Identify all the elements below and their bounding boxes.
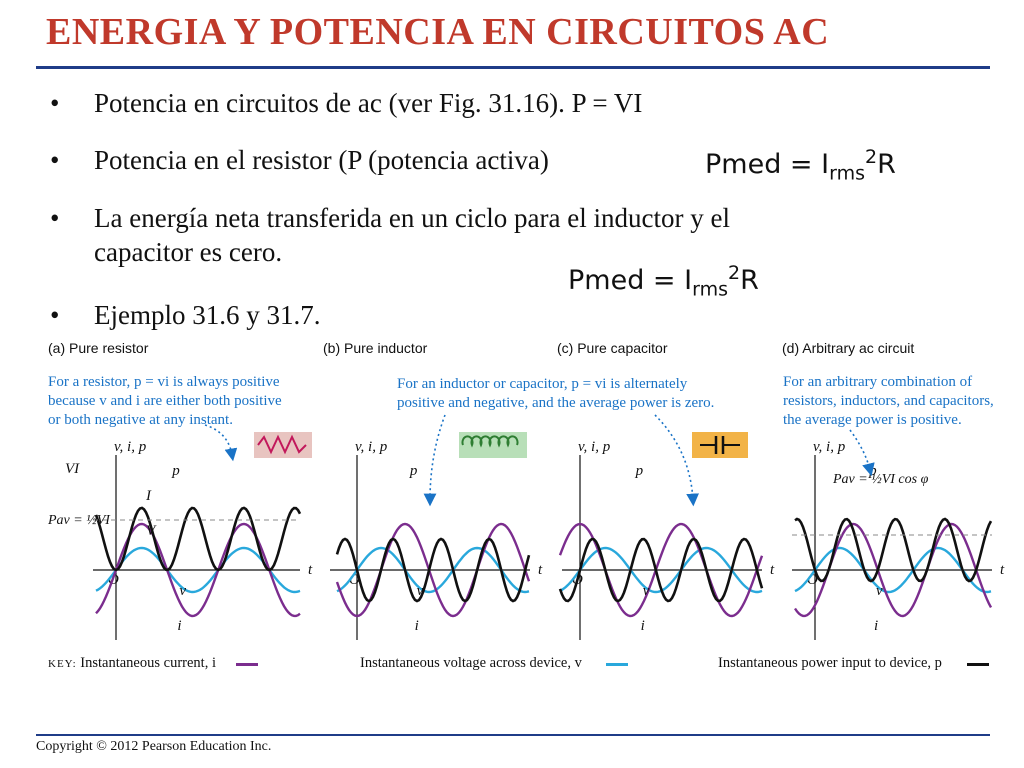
panel-a-v-label: v xyxy=(179,583,186,599)
note-line: For an arbitrary combination of xyxy=(783,374,973,390)
panel-c-i-label: i xyxy=(641,618,645,634)
panel-a-pav-label: Pav = ½VI xyxy=(47,513,111,528)
panel-d-axis-label: v, i, p xyxy=(813,439,846,455)
panel-d-i-label: i xyxy=(874,618,878,634)
panel-d-power-curve xyxy=(794,517,993,583)
arrow-c xyxy=(654,414,700,507)
panel-d-t-label: t xyxy=(1000,562,1005,578)
formula-sup: 2 xyxy=(864,146,878,168)
panel-c-v-label: v xyxy=(643,583,650,599)
formula-lhs: Pmed = I xyxy=(568,265,693,296)
formula-pmed-1: Pmed = Irms2R xyxy=(705,146,896,184)
arrow-d xyxy=(849,429,875,477)
panel-b-power-curve xyxy=(335,537,531,603)
key-keyword: KEY: xyxy=(48,658,77,670)
panel-b-p-label: p xyxy=(409,463,418,479)
panel-d-pav-label: Pav = ½VI cos φ xyxy=(832,472,929,487)
panel-b-t-label: t xyxy=(538,562,543,578)
bullet-marker: • xyxy=(50,145,60,175)
formula-sub: rms xyxy=(692,278,728,301)
formula-rhs: R xyxy=(740,265,759,296)
panel-c-axis-label: v, i, p xyxy=(578,439,611,455)
bullet-3-text-line1: La energía neta transferida en un ciclo … xyxy=(94,203,730,233)
key-current-text: Instantaneous current, i xyxy=(80,655,216,671)
panel-a-V-label: V xyxy=(146,523,157,539)
note-line: the average power is positive. xyxy=(783,412,962,428)
panel-a-axis-label: v, i, p xyxy=(114,439,147,455)
formula-sub: rms xyxy=(829,162,865,185)
bullet-2-text: Potencia en el resistor (P (potencia act… xyxy=(94,145,549,175)
panel-b-v-label: v xyxy=(417,583,424,599)
note-line: For a resistor, p = vi is always positiv… xyxy=(48,374,280,390)
panel-d-voltage-curve xyxy=(794,546,992,594)
panel-a-power-curve xyxy=(94,506,302,572)
bullet-marker: • xyxy=(50,300,60,330)
panel-d-note: For an arbitrary combination of resistor… xyxy=(783,373,994,430)
panel-d-origin-label: O xyxy=(807,572,818,588)
key-current-swatch xyxy=(236,663,258,666)
panel-b-label: (b) Pure inductor xyxy=(323,340,428,356)
panel-c-t-label: t xyxy=(770,562,775,578)
note-line: because v and i are either both positive xyxy=(48,393,282,409)
panel-a-i-label: i xyxy=(177,618,181,634)
panel-c-power-curve xyxy=(558,537,764,603)
panel-b-note: For an inductor or capacitor, p = vi is … xyxy=(397,375,714,413)
panel-a-I-label: I xyxy=(145,488,152,504)
formula-sup: 2 xyxy=(727,262,741,284)
resistor-icon xyxy=(257,434,307,455)
key-voltage: Instantaneous voltage across device, v xyxy=(360,655,582,671)
arrow-b-left xyxy=(423,414,446,507)
resistor-icon-box xyxy=(254,432,312,458)
arrow-a xyxy=(204,424,238,462)
panel-a-p-label: p xyxy=(171,463,180,479)
panel-b-origin-label: O xyxy=(349,572,360,588)
slide-title: ENERGIA Y POTENCIA EN CIRCUITOS AC xyxy=(46,11,830,53)
bullet-1-text: Potencia en circuitos de ac (ver Fig. 31… xyxy=(94,88,643,118)
bullet-3-text-line2: capacitor es cero. xyxy=(94,237,283,267)
title-rule xyxy=(36,66,990,69)
key-current: KEY: Instantaneous current, i xyxy=(48,655,216,672)
note-line: For an inductor or capacitor, p = vi is … xyxy=(397,376,688,392)
note-line: resistors, inductors, and capacitors, xyxy=(783,393,994,409)
panel-a-note: For a resistor, p = vi is always positiv… xyxy=(48,373,282,430)
footer-rule xyxy=(36,734,990,736)
key-voltage-swatch xyxy=(606,663,628,666)
panel-d-label: (d) Arbitrary ac circuit xyxy=(782,340,915,356)
key-power-swatch xyxy=(967,663,989,666)
formula-rhs: R xyxy=(877,149,896,180)
panel-a-t-label: t xyxy=(308,562,313,578)
bullet-4-text: Ejemplo 31.6 y 31.7. xyxy=(94,300,321,330)
panel-c-label: (c) Pure capacitor xyxy=(557,340,668,356)
formula-lhs: Pmed = I xyxy=(705,149,830,180)
panel-d-v-label: v xyxy=(876,583,883,599)
note-line: positive and negative, and the average p… xyxy=(397,395,715,411)
formula-pmed-2: Pmed = Irms2R xyxy=(568,262,759,300)
copyright: Copyright © 2012 Pearson Education Inc. xyxy=(36,739,272,754)
panel-b-i-label: i xyxy=(415,618,419,634)
panel-b-axis-label: v, i, p xyxy=(355,439,388,455)
bullet-marker: • xyxy=(50,88,60,118)
bullet-marker: • xyxy=(50,203,60,233)
note-line: or both negative at any instant. xyxy=(48,412,233,428)
panel-a-label: (a) Pure resistor xyxy=(48,340,149,356)
panel-b-voltage-curve xyxy=(336,546,530,594)
inductor-icon xyxy=(461,435,519,448)
panel-c-p-label: p xyxy=(635,463,644,479)
panel-a-vi-label: VI xyxy=(65,461,80,477)
key-power: Instantaneous power input to device, p xyxy=(718,655,942,671)
panel-b-current-curve xyxy=(335,522,531,618)
